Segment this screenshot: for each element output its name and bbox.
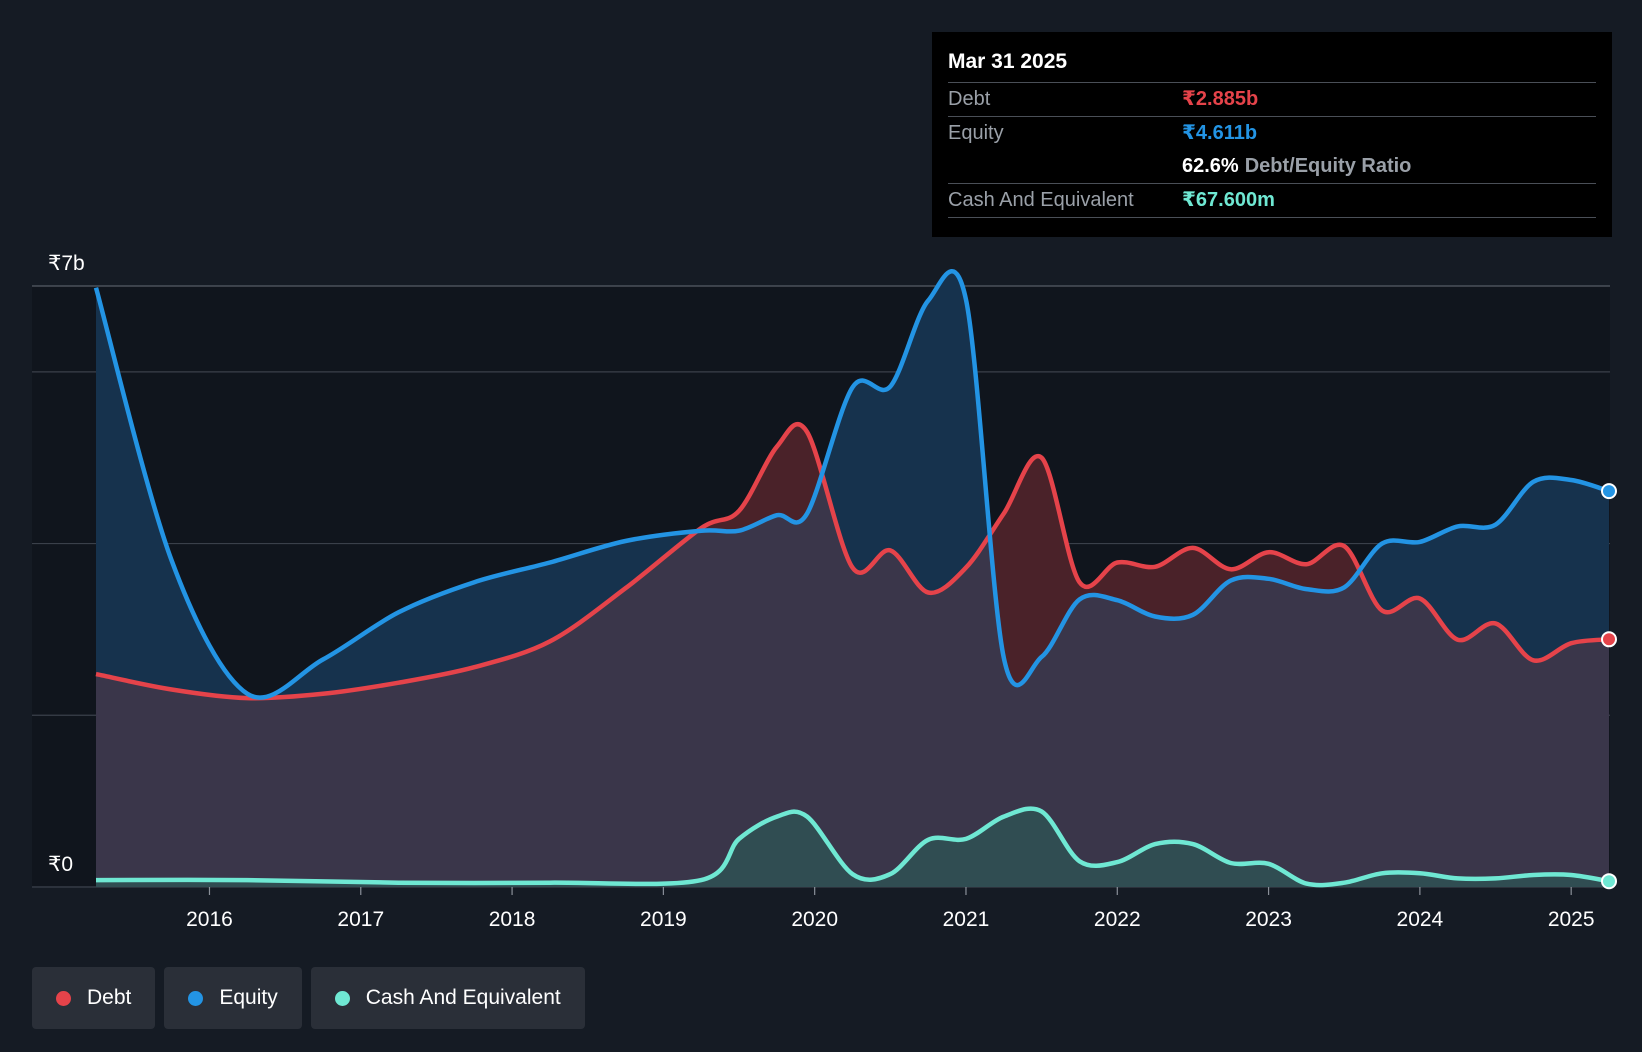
cash-end-dot <box>1601 873 1617 890</box>
legend-debt-label: Debt <box>87 986 132 1009</box>
tooltip-cash-label: Cash And Equivalent <box>948 189 1134 211</box>
tooltip-panel: Mar 31 2025 Debt ₹2.885b Equity ₹4.611b … <box>932 32 1612 237</box>
x-tick-label: 2020 <box>791 908 838 931</box>
legend-equity[interactable]: Equity <box>164 967 302 1029</box>
overlap-area <box>96 424 1609 887</box>
x-tick-label: 2022 <box>1094 908 1141 931</box>
x-tick-label: 2021 <box>943 908 990 931</box>
y-tick-label: ₹7b <box>48 252 85 275</box>
series-lines <box>93 269 1610 888</box>
cash-area <box>96 808 1609 887</box>
chart-legend: Debt Equity Cash And Equivalent <box>32 967 594 1029</box>
x-tick-label: 2018 <box>489 908 536 931</box>
tooltip-debt-label: Debt <box>948 88 991 110</box>
x-tick-label: 2024 <box>1397 908 1444 931</box>
tooltip-equity-value: ₹4.611b <box>1182 122 1258 144</box>
x-tick-label: 2017 <box>337 908 384 931</box>
debt-end-dot <box>1601 631 1617 648</box>
equity-end-dot <box>1601 483 1617 500</box>
tooltip-equity-label: Equity <box>948 122 1004 144</box>
legend-cash[interactable]: Cash And Equivalent <box>310 967 585 1029</box>
tooltip-ratio-row: 62.6% Debt/Equity Ratio <box>948 150 1596 184</box>
legend-cash-label: Cash And Equivalent <box>365 986 561 1009</box>
cash-line <box>95 806 1610 888</box>
tooltip-equity-row: Equity ₹4.611b <box>948 117 1596 150</box>
x-tick-label: 2016 <box>186 908 233 931</box>
legend-debt[interactable]: Debt <box>32 967 156 1029</box>
series-areas <box>96 271 1609 887</box>
y-tick-label: ₹0 <box>48 853 73 876</box>
x-axis-ticks: 2016 2017 2018 2019 2020 2021 2022 2023 2024 2025 <box>186 887 1595 931</box>
legend-equity-label: Equity <box>219 986 278 1009</box>
tooltip-ratio-value: 62.6% <box>1182 155 1239 177</box>
x-tick-label: 2019 <box>640 908 687 931</box>
debt-line <box>95 422 1610 701</box>
equity-line <box>93 269 1610 700</box>
tooltip-ratio-label: Debt/Equity Ratio <box>1244 155 1412 177</box>
y-axis-ticks: ₹7b ₹0 <box>48 252 85 876</box>
tooltip-date: Mar 31 2025 <box>948 46 1596 83</box>
tooltip-debt-value: ₹2.885b <box>1182 88 1259 110</box>
overlap-area-group <box>96 424 1609 887</box>
legend-cash-dot-icon <box>334 990 350 1006</box>
x-tick-label: 2025 <box>1548 908 1595 931</box>
tooltip-debt-row: Debt ₹2.885b <box>948 83 1596 117</box>
legend-debt-dot-icon <box>56 990 71 1006</box>
tooltip-cash-value: ₹67.600m <box>1182 189 1275 211</box>
legend-equity-dot-icon <box>188 990 204 1006</box>
series-end-dots <box>1601 483 1617 890</box>
x-tick-label: 2023 <box>1245 908 1292 931</box>
tooltip-cash-row: Cash And Equivalent ₹67.600m <box>948 184 1596 218</box>
